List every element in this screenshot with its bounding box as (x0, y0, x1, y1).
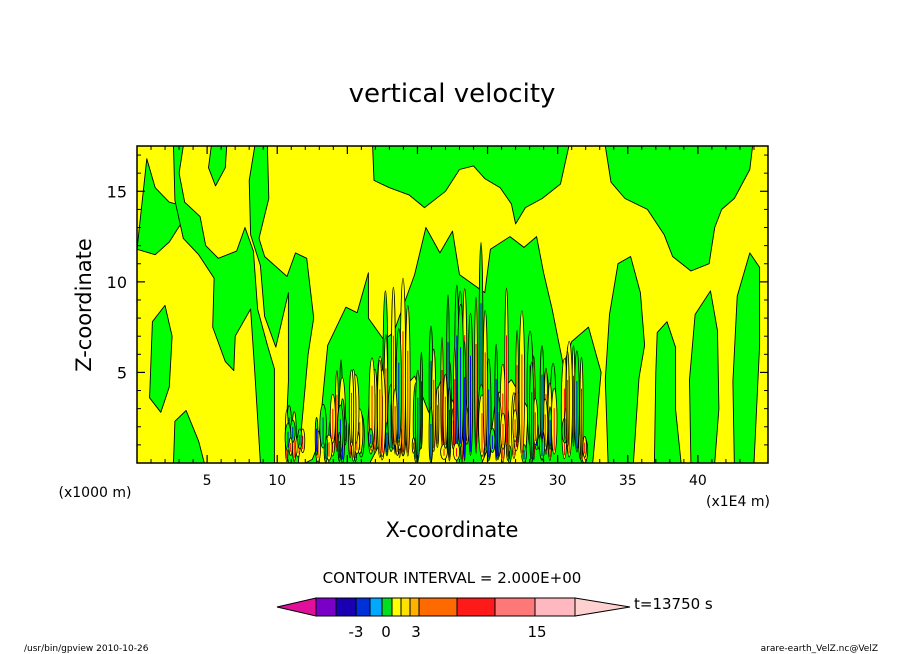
colorbar-label: 3 (411, 623, 421, 641)
x-tick-label: 25 (479, 473, 497, 489)
x-unit-left: (x1000 m) (59, 485, 132, 501)
x-ticks: 5 10 15 20 25 30 35 40 (150, 146, 755, 489)
chart-title: vertical velocity (349, 79, 556, 109)
colorbar (276, 597, 631, 617)
x-tick-label: 10 (268, 473, 286, 489)
x-unit-right: (x1E4 m) (706, 494, 770, 510)
colorbar-cell (335, 597, 357, 617)
plot-frame (136, 145, 769, 464)
y-tick-label: 10 (107, 273, 127, 292)
colorbar-cell (400, 597, 411, 617)
x-axis-label: X-coordinate (386, 518, 519, 542)
downdraft-region (149, 304, 173, 413)
plot-area: 5 10 15 20 25 30 35 40 5 10 15 (107, 145, 769, 489)
x-tick-label: 5 (203, 473, 212, 489)
downdraft-region (173, 146, 275, 463)
downdraft-region (732, 252, 761, 463)
colorbar-min-arrow (276, 597, 317, 617)
downdraft-region (689, 290, 720, 463)
colorbar-max-arrow (574, 597, 631, 617)
colorbar-cell (456, 597, 496, 617)
colorbar-cell (355, 597, 371, 617)
y-tick-label: 15 (107, 182, 127, 201)
colorbar-cell (534, 597, 576, 617)
x-tick-label: 30 (549, 473, 567, 489)
downdraft-region (604, 146, 754, 272)
colorbar-cell (494, 597, 536, 617)
x-tick-label: 35 (619, 473, 637, 489)
y-tick-label: 5 (117, 363, 127, 382)
colorbar-cell (409, 597, 420, 617)
convective-streaks (284, 241, 589, 463)
colorbar-labels: -3 0 3 15 (349, 623, 547, 641)
y-axis-label: Z-coordinate (72, 238, 96, 372)
colorbar-cell (381, 597, 393, 617)
x-tick-label: 20 (409, 473, 427, 489)
x-tick-label: 40 (689, 473, 707, 489)
colorbar-cell (391, 597, 402, 617)
contour-interval: CONTOUR INTERVAL = 2.000E+00 (323, 569, 582, 587)
time-label: t=13750 s (634, 595, 713, 613)
colorbar-cell (315, 597, 337, 617)
downdraft-region (604, 256, 646, 463)
colorbar-label: 0 (381, 623, 391, 641)
downdraft-region (653, 321, 682, 463)
colorbar-label: -3 (349, 623, 364, 641)
downdraft-region (372, 146, 570, 225)
colorbar-cell (369, 597, 383, 617)
downdraft-region (208, 146, 228, 187)
y-ticks: 5 10 15 (107, 154, 768, 446)
footer-right: arare-earth_VelZ.nc@VelZ (761, 644, 878, 654)
downdraft-region (173, 410, 205, 463)
footer-left: /usr/bin/gpview 2010-10-26 (24, 644, 149, 654)
colorbar-cell (418, 597, 458, 617)
colorbar-label: 15 (527, 623, 546, 641)
x-tick-label: 15 (338, 473, 356, 489)
